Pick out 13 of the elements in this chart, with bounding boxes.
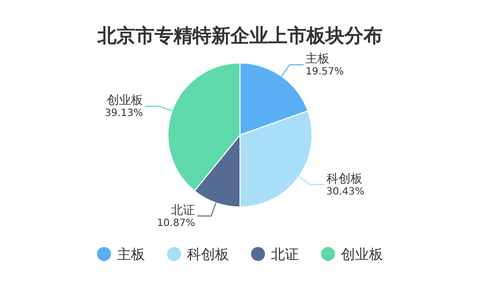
- legend-label: 主板: [117, 247, 145, 263]
- data-label: 19.57%: [306, 66, 344, 78]
- legend-label: 科创板: [187, 247, 229, 263]
- data-label: 30.43%: [326, 186, 364, 198]
- chart-title: 北京市专精特新企业上市板块分布: [96, 25, 382, 47]
- slice-label: 创业板: [106, 93, 143, 108]
- slice-label: 主板: [306, 52, 330, 66]
- data-label: 39.13%: [104, 108, 143, 120]
- legend-label: 创业板: [341, 247, 383, 263]
- legend-label: 北证: [271, 247, 299, 263]
- slice-label: 科创板: [326, 172, 362, 186]
- data-label: 10.87%: [157, 218, 196, 230]
- slice-label: 北证: [171, 203, 196, 218]
